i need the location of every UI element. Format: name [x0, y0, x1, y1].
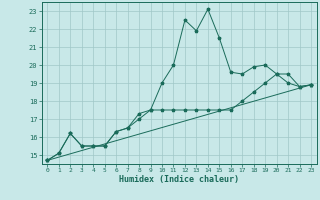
X-axis label: Humidex (Indice chaleur): Humidex (Indice chaleur)	[119, 175, 239, 184]
